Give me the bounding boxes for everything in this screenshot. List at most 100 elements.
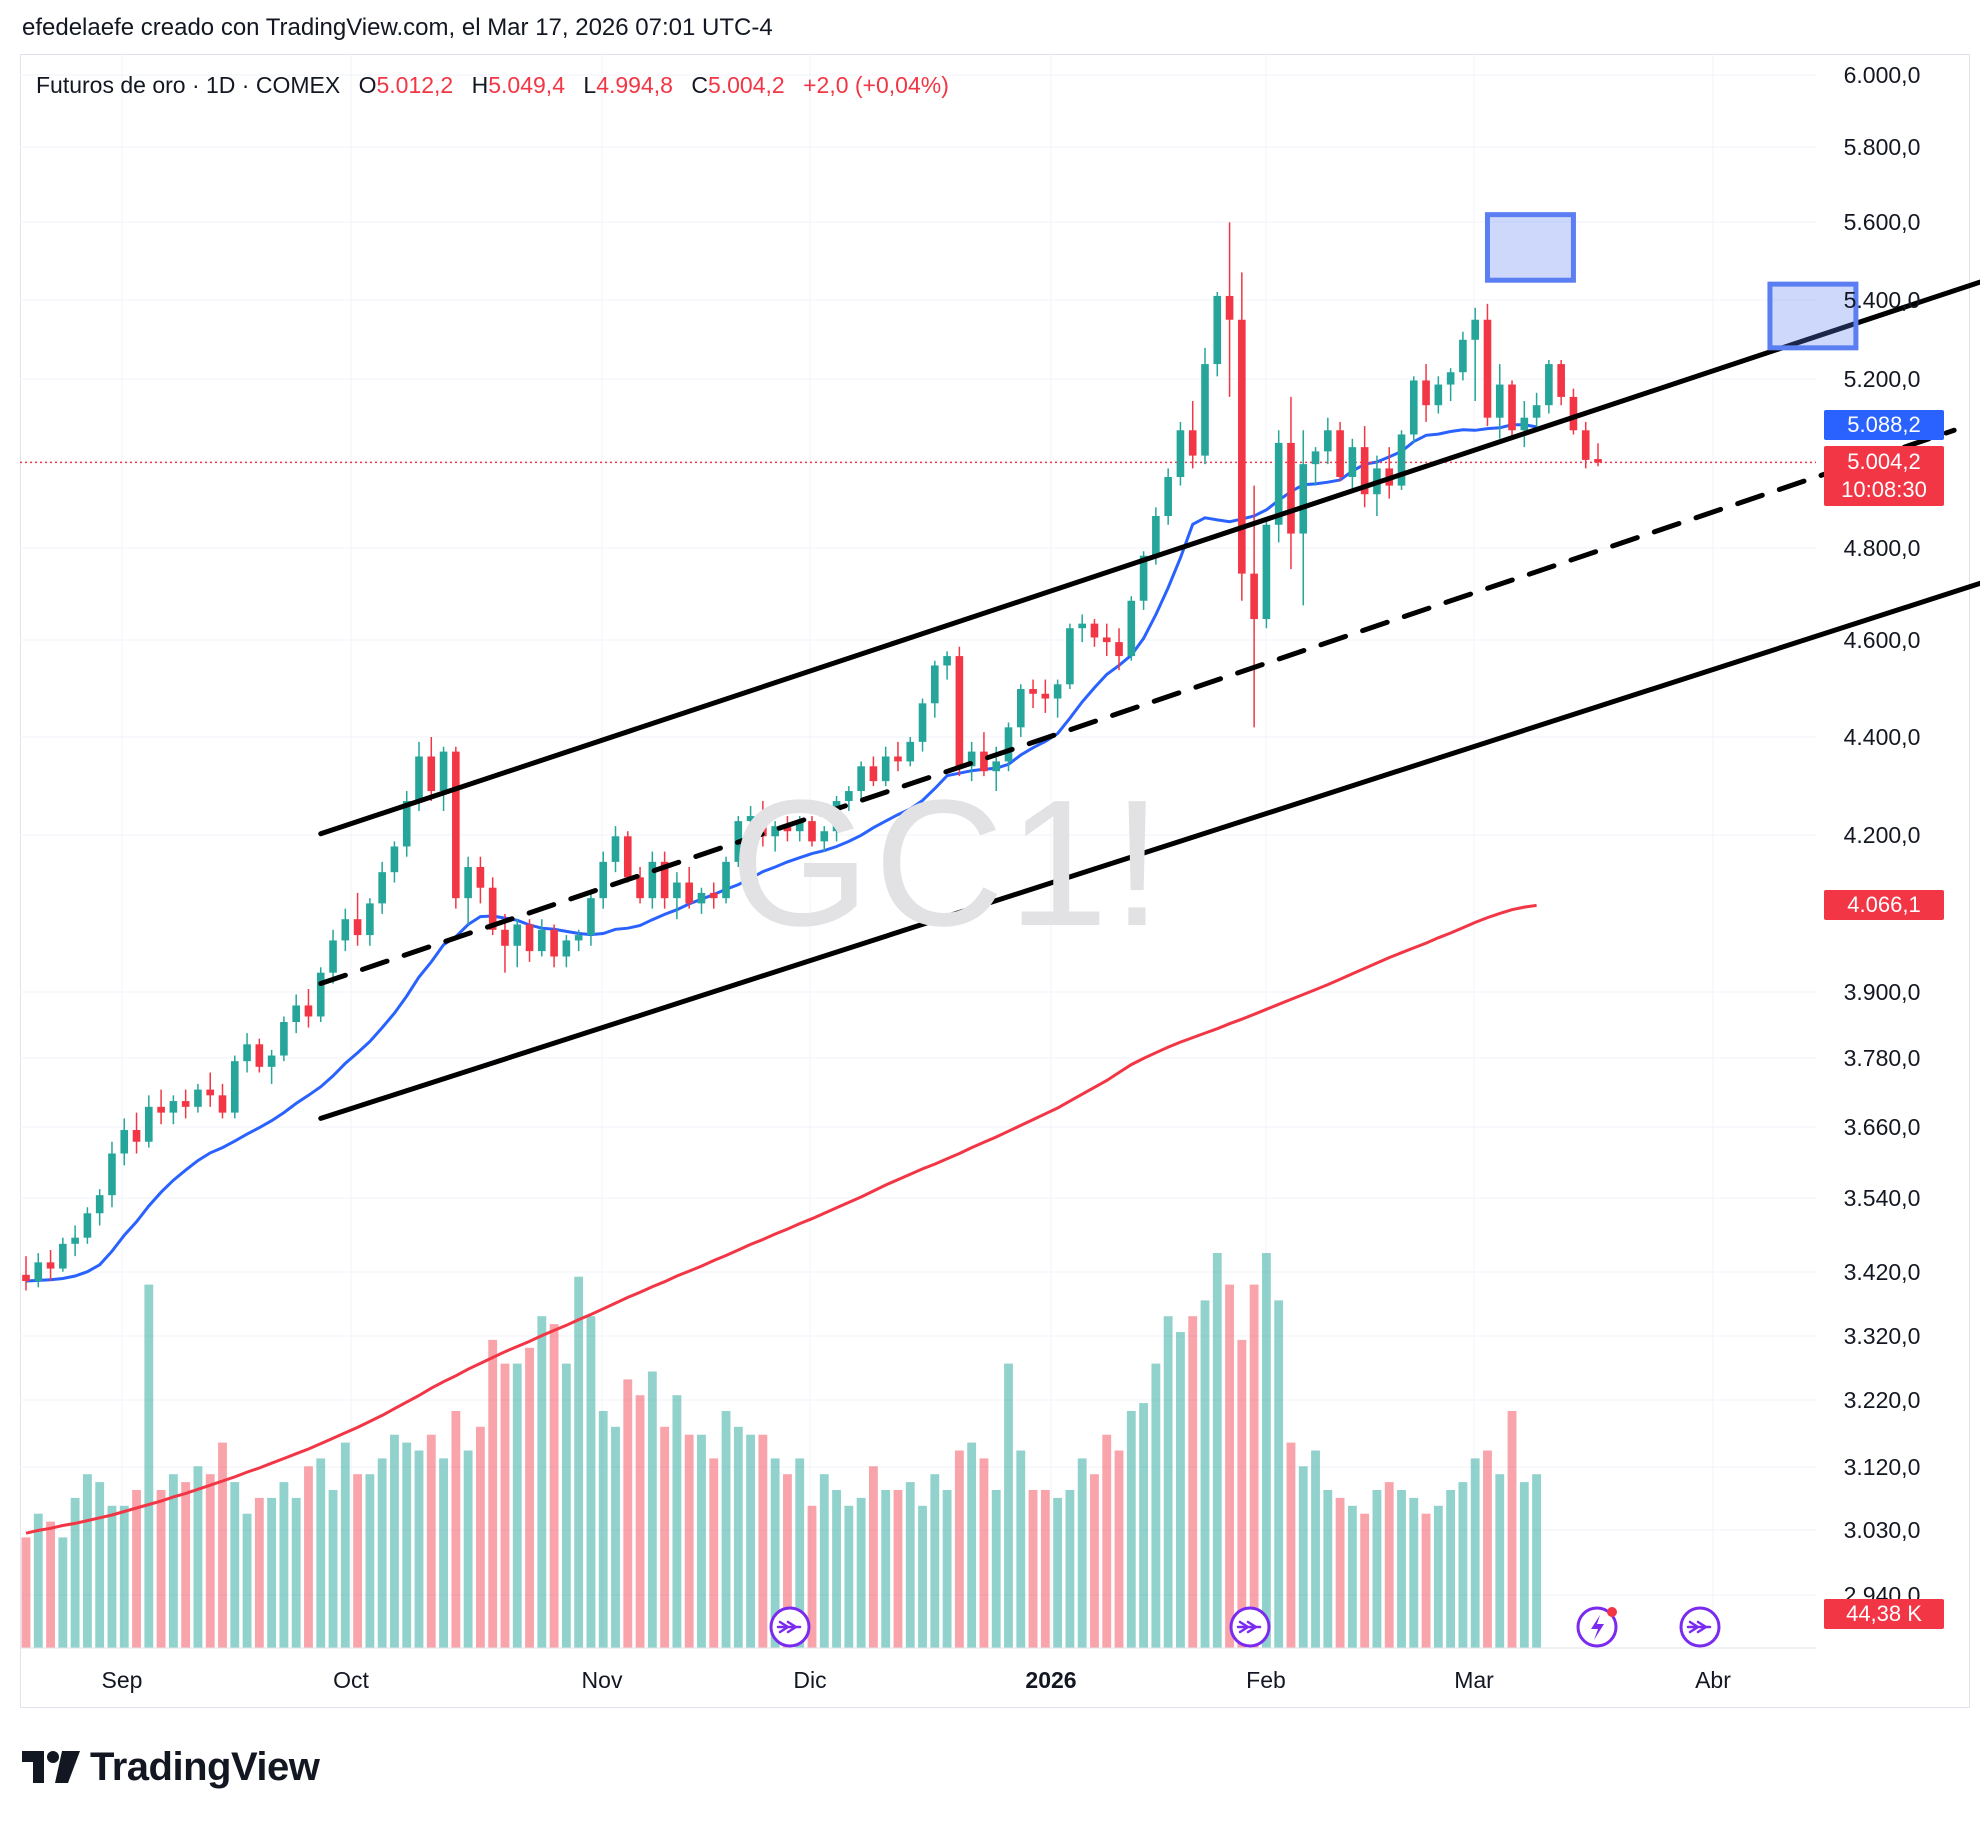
candle-body [1508, 384, 1516, 431]
highlight-box-1[interactable] [1484, 212, 1576, 283]
candle-body [759, 816, 767, 837]
ma-long-price-tag: 4.066,1 [1824, 890, 1944, 920]
volume-bar [1151, 1363, 1161, 1648]
volume-bar [193, 1466, 203, 1648]
volume-bar [205, 1474, 215, 1648]
volume-bar [930, 1474, 940, 1648]
y-tick-label: 4.200,0 [1844, 822, 1921, 848]
candle-body [550, 929, 558, 957]
candle-body [636, 877, 644, 899]
y-tick-label: 5.800,0 [1844, 134, 1921, 160]
ma-short-price-tag: 5.088,2 [1824, 410, 1944, 440]
volume-bar [451, 1411, 461, 1648]
event-icon[interactable] [1229, 1606, 1271, 1648]
volume-bar [475, 1426, 485, 1648]
candle-body [513, 924, 522, 946]
ma-short-line [25, 423, 1537, 1283]
candle-body [218, 1095, 227, 1113]
volume-bar [832, 1490, 841, 1648]
candle-body [1569, 396, 1578, 431]
candle-body [22, 1274, 30, 1282]
candle-body [1053, 684, 1062, 699]
candle-body [46, 1262, 55, 1269]
volume-bar [340, 1442, 350, 1648]
candle-body [992, 761, 1001, 772]
candle-body [390, 846, 399, 873]
candle-body [402, 801, 411, 847]
chart-frame[interactable] [20, 54, 1970, 1708]
volume-bar [414, 1450, 424, 1648]
candle-body [1520, 417, 1529, 431]
volume-bar [770, 1458, 780, 1648]
highlight-box-2[interactable] [1767, 281, 1859, 351]
volume-bar [598, 1411, 608, 1648]
volume-bar [107, 1505, 117, 1648]
drawings[interactable] [318, 212, 1980, 1121]
volume-bar [549, 1324, 559, 1648]
candle-body [623, 836, 632, 878]
candle-body [648, 861, 657, 899]
event-icon[interactable] [769, 1606, 811, 1648]
legend-open-label: O [358, 72, 377, 98]
volume-bar [1028, 1490, 1038, 1648]
volume-bar [1495, 1474, 1505, 1648]
candle-body [316, 972, 325, 1017]
tradingview-brand: TradingView [90, 1744, 320, 1789]
volume-bar [439, 1458, 448, 1648]
volume-bar [291, 1497, 301, 1648]
volume-bar [1212, 1253, 1222, 1648]
volume-bar [279, 1482, 289, 1648]
candle-body [366, 903, 374, 936]
lightning-glyph [1591, 1615, 1604, 1640]
volume-bar [426, 1434, 436, 1648]
last-price-value: 5.004,2 [1847, 449, 1921, 474]
candlesticks [22, 222, 1602, 1291]
candle-body [599, 861, 608, 899]
volume-bar [1237, 1339, 1247, 1648]
candle-body [1471, 319, 1479, 340]
volume-bar [1249, 1284, 1259, 1648]
volume-bar [1077, 1458, 1087, 1648]
volume-bar [1176, 1332, 1185, 1648]
channel-midline[interactable] [318, 427, 1957, 987]
candle-body [488, 887, 497, 930]
volume-bar [1040, 1490, 1050, 1648]
candle-body [1483, 319, 1492, 418]
candle-body [1188, 430, 1197, 456]
candle-body [1459, 339, 1467, 373]
channel-lower-line[interactable] [318, 576, 1980, 1121]
last-price-tag: 5.004,2 10:08:30 [1824, 446, 1944, 506]
tradingview-logo[interactable]: TradingView [22, 1742, 320, 1792]
volume-bar [758, 1434, 768, 1648]
candle-body [1090, 623, 1099, 638]
event-icons[interactable] [769, 1606, 1721, 1648]
legend: Futuros de oro · 1D · COMEX O5.012,2 H5.… [36, 72, 949, 99]
candle-body [562, 940, 571, 957]
volume-bar [181, 1482, 191, 1648]
forward-glyph [1236, 1620, 1262, 1634]
candle-body [476, 867, 485, 888]
volume-bar [856, 1497, 866, 1648]
volume-bar [893, 1490, 903, 1648]
x-tick-label: Nov [582, 1667, 623, 1693]
x-tick-label: Dic [793, 1667, 826, 1693]
volume-bar [254, 1497, 264, 1648]
legend-close-label: C [691, 72, 708, 98]
volume-bar [316, 1458, 326, 1648]
candle-body [587, 898, 595, 936]
y-tick-label: 4.400,0 [1844, 724, 1921, 750]
lightning-icon[interactable] [1576, 1606, 1618, 1648]
y-tick-label: 5.400,0 [1844, 287, 1921, 313]
candle-body [980, 751, 988, 772]
candle-body [1557, 364, 1565, 397]
channel-upper-line[interactable] [318, 274, 1980, 837]
candle-body [894, 756, 902, 762]
y-tick-label: 4.600,0 [1844, 627, 1921, 653]
candle-body [353, 919, 362, 936]
volume-bar [1360, 1513, 1370, 1648]
volume-bar [500, 1363, 510, 1648]
volume-bar [905, 1482, 915, 1648]
event-icon[interactable] [1679, 1606, 1721, 1648]
candle-body [709, 892, 718, 899]
